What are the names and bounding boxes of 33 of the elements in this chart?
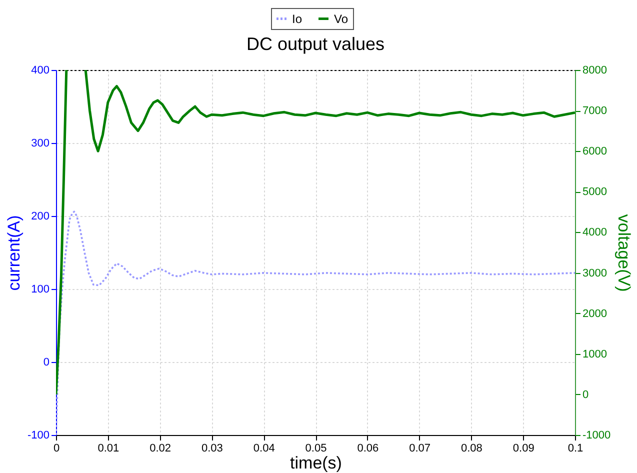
y-tick-label: 400 (31, 64, 50, 76)
x-tick-label: 0.09 (512, 442, 534, 454)
x-tick-label: 0.06 (357, 442, 379, 454)
y2-tick-label: 4000 (582, 226, 607, 239)
y-axis-title: current(A) (4, 215, 24, 291)
y-tick-label: 300 (31, 138, 50, 150)
y2-tick-label: 0 (582, 388, 589, 401)
y2-tick-label: 5000 (582, 186, 607, 198)
legend-label: Vo (334, 12, 348, 26)
y2-tick-label: 6000 (582, 146, 607, 158)
x-tick-label: 0.1 (568, 442, 584, 454)
x-tick-label: 0 (53, 442, 60, 454)
x-tick-label: 0.08 (460, 442, 482, 454)
legend-label: Io (292, 12, 302, 26)
chart-title: DC output values (246, 34, 385, 54)
x-tick-label: 0.04 (253, 442, 275, 454)
y2-axis-title: voltage(V) (614, 214, 634, 292)
y2-tick-label: -1000 (582, 430, 611, 442)
x-tick-label: 0.02 (150, 442, 172, 454)
y-tick-label: 0 (43, 356, 50, 368)
y-tick-label: 200 (31, 210, 50, 222)
x-tick-label: 0.05 (305, 442, 327, 454)
y2-tick-label: 3000 (582, 267, 607, 280)
y2-tick-label: 7000 (582, 105, 607, 118)
x-axis-title: time(s) (290, 454, 342, 472)
x-tick-label: 0.01 (98, 442, 120, 454)
y-tick-label: 100 (31, 284, 50, 296)
x-tick-label: 0.03 (201, 442, 223, 454)
y2-tick-label: 1000 (582, 348, 607, 360)
y2-tick-label: 2000 (582, 308, 607, 320)
y2-tick-label: 8000 (582, 64, 607, 76)
y-tick-label: -100 (27, 430, 50, 442)
x-tick-label: 0.07 (409, 442, 431, 454)
